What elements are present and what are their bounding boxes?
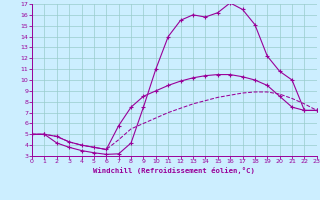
X-axis label: Windchill (Refroidissement éolien,°C): Windchill (Refroidissement éolien,°C) [93,167,255,174]
